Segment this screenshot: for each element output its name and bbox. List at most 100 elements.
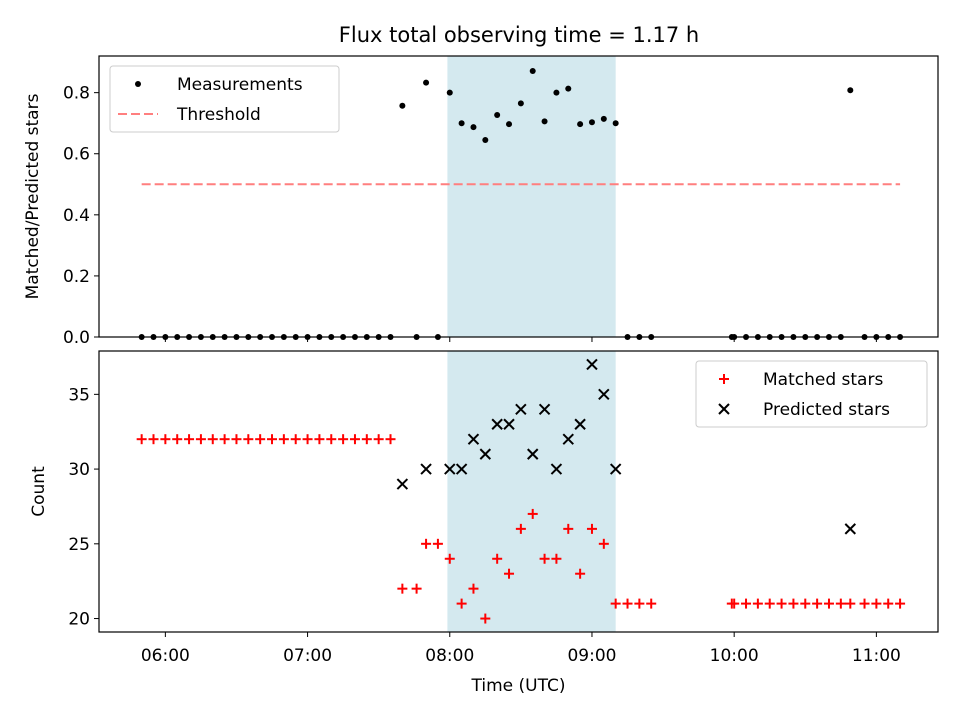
predicted-star-marker	[455, 463, 468, 475]
predicted-star-marker	[515, 403, 527, 415]
matched-star-marker	[895, 598, 906, 609]
matched-star-marker	[421, 538, 432, 549]
matched-star-marker	[800, 598, 811, 609]
legend-label: Predicted stars	[763, 400, 890, 420]
matched-star-marker	[527, 508, 538, 519]
y-tick-label: 35	[68, 385, 90, 405]
highlight-span	[447, 351, 616, 632]
top-panel: 0.0 0.2 0.4 0.6 0.8 Matched/Predicted stars Me…	[23, 55, 939, 348]
matched-star-marker	[598, 538, 609, 549]
matched-star-marker	[883, 598, 894, 609]
y-tick-label: 0.4	[63, 206, 90, 226]
matched-star-marker	[764, 598, 775, 609]
predicted-star-marker	[562, 433, 574, 445]
measurement-point	[423, 79, 430, 86]
matched-star-marker	[610, 598, 621, 609]
matched-star-marker	[812, 598, 823, 609]
matched-star-marker	[373, 434, 384, 445]
measurement-point	[553, 89, 560, 96]
matched-star-marker	[195, 434, 206, 445]
matched-star-marker	[444, 553, 455, 564]
legend-label: Matched stars	[763, 370, 883, 390]
matched-star-marker	[835, 598, 846, 609]
measurement-point	[446, 89, 453, 96]
matched-star-marker	[586, 523, 597, 534]
measurement-point	[565, 85, 572, 92]
matched-star-marker	[468, 583, 479, 594]
chart-title: Flux total observing time = 1.17 h	[339, 23, 699, 47]
predicted-star-marker	[503, 418, 515, 430]
measurement-point	[458, 120, 465, 127]
legend-x-b	[718, 403, 730, 415]
measurement-point	[600, 115, 607, 122]
measurement-point	[399, 102, 406, 109]
matched-star-marker	[255, 434, 266, 445]
predicted-star-marker	[396, 478, 409, 490]
legend-box	[695, 360, 928, 428]
matched-star-marker	[575, 568, 586, 579]
matched-star-marker	[314, 434, 325, 445]
measurement-point	[588, 119, 595, 126]
matched-star-marker	[480, 613, 491, 624]
axes-frame	[98, 55, 939, 338]
y-tick-label: 30	[68, 460, 90, 480]
measurement-point	[529, 67, 536, 74]
axes-frame	[98, 350, 939, 633]
predicted-star-marker	[538, 403, 551, 415]
matched-star-marker	[776, 598, 787, 609]
matched-star-marker	[634, 598, 645, 609]
matched-star-marker	[231, 434, 242, 445]
matched-star-marker	[338, 434, 349, 445]
legend-box	[109, 65, 340, 133]
predicted-star-marker	[491, 418, 503, 430]
predicted-star-marker	[479, 448, 492, 460]
matched-star-marker	[788, 598, 799, 609]
predicted-star-marker	[467, 433, 480, 445]
matched-star-marker	[302, 434, 313, 445]
x-tick-label: 06:00	[141, 646, 190, 666]
matched-star-marker	[515, 523, 526, 534]
legend: Measurements Threshold	[109, 65, 340, 133]
highlight-span	[447, 56, 616, 337]
matched-star-marker	[361, 434, 372, 445]
matched-star-marker	[539, 553, 550, 564]
matched-star-marker	[504, 568, 515, 579]
matched-star-marker	[411, 583, 422, 594]
x-tick-label: 07:00	[283, 646, 332, 666]
predicted-star-marker	[586, 358, 598, 371]
matched-star-marker	[859, 598, 870, 609]
matched-star-marker	[243, 434, 254, 445]
predicted-star-marker	[598, 388, 610, 401]
predicted-star-marker	[550, 463, 563, 475]
matched-star-marker	[385, 434, 396, 445]
matched-star-marker	[622, 598, 633, 609]
measurement-point	[470, 124, 477, 131]
matched-star-marker	[172, 434, 183, 445]
matched-star-marker	[432, 538, 443, 549]
predicted-star-marker	[527, 448, 539, 460]
matched-star-marker	[456, 598, 467, 609]
measurement-point	[847, 87, 854, 94]
matched-star-marker	[823, 598, 834, 609]
x-axis-label: Time (UTC)	[471, 676, 566, 696]
matched-star-marker	[136, 434, 147, 445]
legend: Matched stars Predicted stars	[695, 360, 928, 428]
measurement-point	[541, 118, 548, 125]
measurement-point	[494, 111, 501, 118]
x-tick-label: 09:00	[567, 646, 616, 666]
matched-star-marker	[267, 434, 278, 445]
legend-matched-swatch	[719, 374, 729, 384]
legend-label: Threshold	[176, 105, 261, 125]
matched-star-marker	[845, 598, 856, 609]
y-axis-label: Count	[29, 466, 49, 517]
y-tick-label: 0.8	[63, 84, 90, 104]
matched-star-marker	[871, 598, 882, 609]
predicted-star-marker	[444, 463, 456, 475]
predicted-star-marker	[420, 463, 432, 475]
measurement-point	[506, 121, 513, 128]
predicted-star-marker	[844, 523, 857, 535]
y-tick-label: 0.2	[63, 267, 90, 287]
matched-star-marker	[278, 434, 289, 445]
matched-star-marker	[551, 553, 562, 564]
matched-star-marker	[326, 434, 337, 445]
